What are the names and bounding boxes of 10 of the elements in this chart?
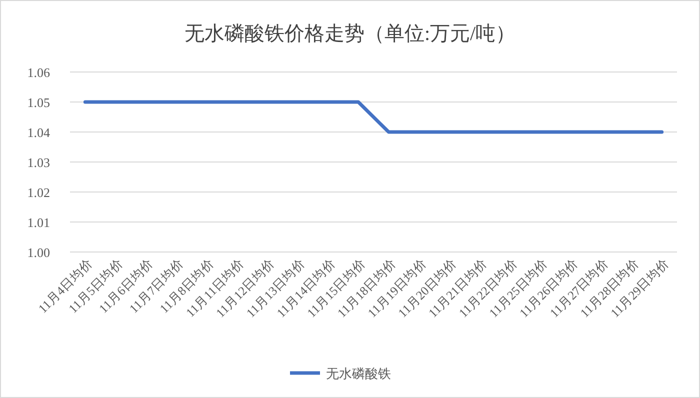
y-tick-label: 1.00	[27, 245, 50, 260]
legend-label: 无水磷酸铁	[326, 366, 391, 381]
y-tick-label: 1.04	[27, 125, 50, 140]
y-tick-label: 1.05	[27, 95, 50, 110]
y-tick-label: 1.01	[27, 215, 50, 230]
title: 无水磷酸铁价格走势（单位:万元/吨）	[184, 23, 516, 45]
legend: 无水磷酸铁	[290, 366, 391, 381]
y-tick-label: 1.02	[27, 185, 50, 200]
y-tick-label: 1.06	[27, 65, 50, 80]
y-tick-label: 1.03	[27, 155, 50, 170]
